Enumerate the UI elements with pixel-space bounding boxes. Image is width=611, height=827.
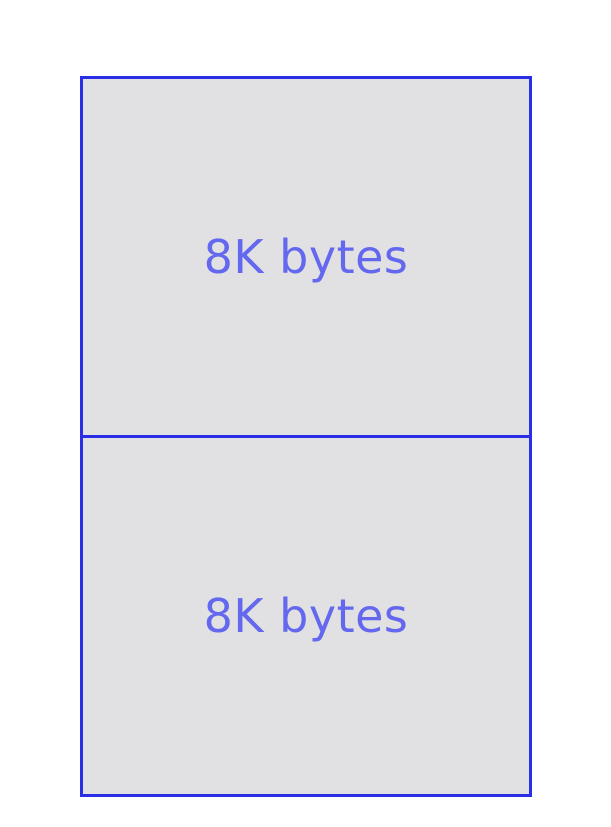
memory-block-bottom: 8K bytes [83, 435, 529, 794]
memory-block-top: 8K bytes [83, 79, 529, 435]
memory-block-diagram: 8K bytes 8K bytes [80, 76, 532, 797]
memory-block-label: 8K bytes [203, 589, 409, 643]
memory-block-label: 8K bytes [203, 230, 409, 284]
